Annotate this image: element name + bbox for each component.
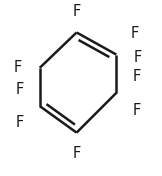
Text: F: F xyxy=(15,82,23,97)
Text: F: F xyxy=(14,60,22,75)
Text: F: F xyxy=(15,115,23,130)
Text: F: F xyxy=(72,146,81,161)
Text: F: F xyxy=(133,69,141,84)
Text: F: F xyxy=(72,4,81,19)
Text: F: F xyxy=(131,26,139,41)
Text: F: F xyxy=(133,103,141,118)
Text: F: F xyxy=(134,50,142,65)
